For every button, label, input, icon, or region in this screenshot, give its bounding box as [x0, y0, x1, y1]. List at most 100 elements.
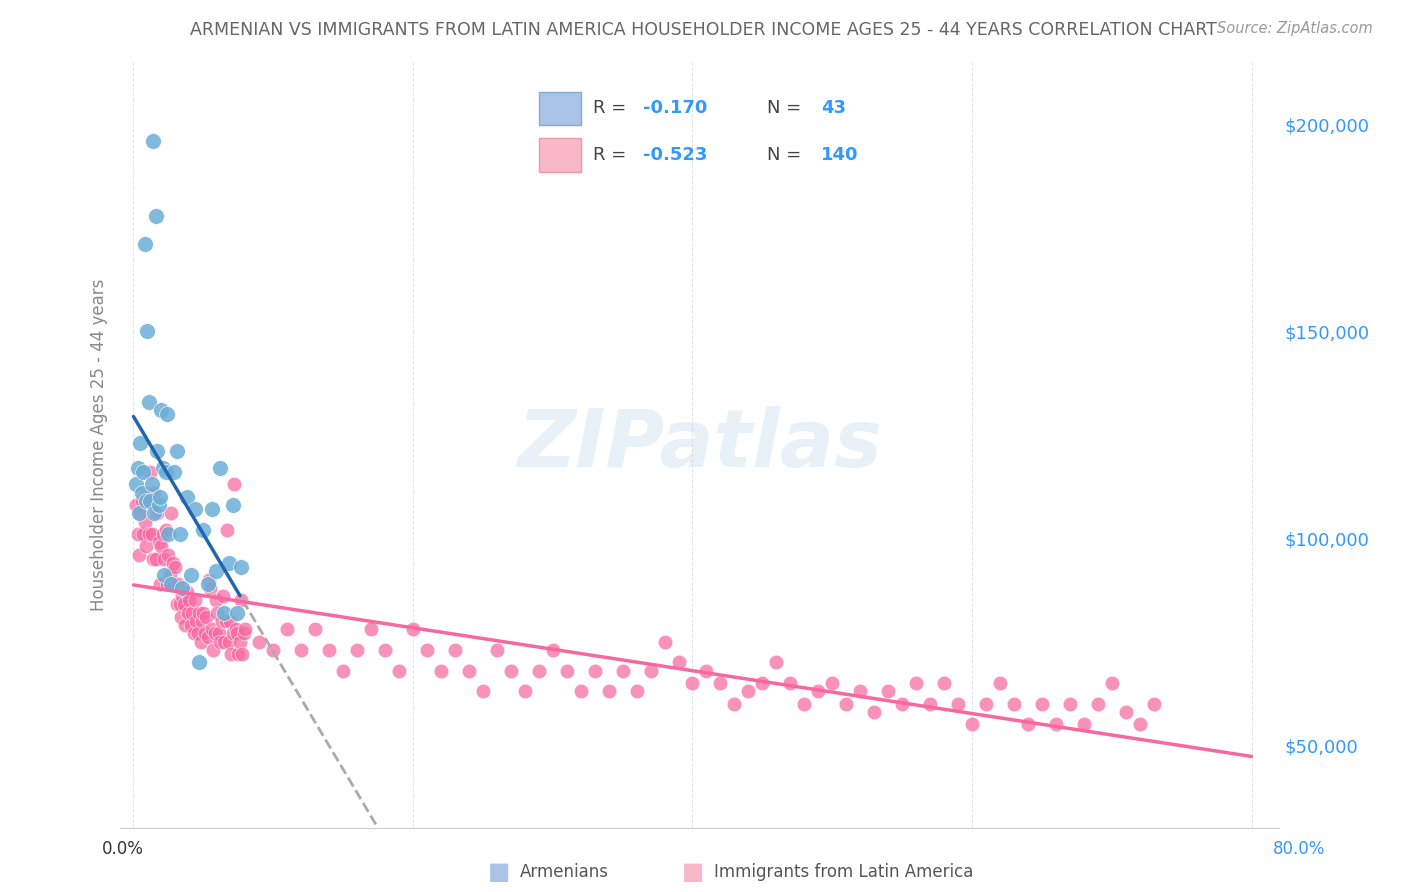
- Point: [131, 494, 153, 508]
- Point: [211, 614, 233, 628]
- Point: [849, 684, 872, 698]
- Point: [835, 697, 858, 711]
- Point: [668, 655, 690, 669]
- Point: [457, 664, 479, 678]
- Point: [177, 606, 200, 620]
- Point: [176, 490, 198, 504]
- Point: [156, 407, 179, 421]
- Text: 43: 43: [821, 100, 846, 118]
- Point: [877, 684, 900, 698]
- Point: [176, 585, 198, 599]
- Point: [905, 676, 928, 690]
- Point: [513, 684, 536, 698]
- Point: [229, 560, 252, 574]
- Point: [1115, 705, 1137, 719]
- Point: [214, 606, 236, 620]
- Point: [157, 548, 180, 562]
- Point: [136, 324, 159, 338]
- Point: [150, 403, 173, 417]
- Point: [159, 568, 181, 582]
- Point: [1059, 697, 1081, 711]
- Text: Armenians: Armenians: [520, 863, 609, 881]
- Point: [224, 477, 246, 491]
- Point: [138, 527, 160, 541]
- Point: [157, 527, 180, 541]
- Point: [214, 634, 236, 648]
- Point: [807, 684, 830, 698]
- Point: [218, 556, 240, 570]
- Text: 140: 140: [821, 145, 859, 163]
- Point: [222, 626, 245, 640]
- Text: -0.170: -0.170: [644, 100, 707, 118]
- Point: [430, 664, 453, 678]
- Point: [142, 552, 165, 566]
- Point: [654, 634, 676, 648]
- Point: [360, 622, 382, 636]
- Point: [162, 556, 184, 570]
- Point: [135, 494, 157, 508]
- Point: [723, 697, 745, 711]
- Point: [184, 502, 207, 516]
- Point: [247, 634, 270, 648]
- Point: [152, 527, 174, 541]
- Point: [527, 664, 550, 678]
- Point: [225, 626, 247, 640]
- Point: [145, 552, 167, 566]
- Point: [128, 548, 150, 562]
- Point: [208, 626, 231, 640]
- Point: [149, 490, 172, 504]
- Bar: [538, 92, 582, 126]
- Point: [125, 498, 148, 512]
- Point: [499, 664, 522, 678]
- Point: [181, 606, 204, 620]
- Point: [737, 684, 759, 698]
- Point: [821, 676, 844, 690]
- Point: [209, 461, 232, 475]
- Point: [131, 485, 153, 500]
- Point: [960, 717, 983, 731]
- Y-axis label: Householder Income Ages 25 - 44 years: Householder Income Ages 25 - 44 years: [90, 279, 108, 611]
- Text: ■: ■: [682, 861, 704, 884]
- Point: [221, 647, 243, 661]
- Text: R =: R =: [593, 145, 631, 163]
- Point: [863, 705, 886, 719]
- Point: [541, 643, 564, 657]
- Point: [139, 465, 162, 479]
- Point: [205, 593, 228, 607]
- Point: [198, 573, 221, 587]
- Point: [207, 606, 229, 620]
- Point: [146, 507, 169, 521]
- Point: [201, 502, 224, 516]
- Point: [184, 593, 207, 607]
- Point: [205, 564, 228, 578]
- Point: [1002, 697, 1025, 711]
- Point: [262, 643, 284, 657]
- Text: ■: ■: [488, 861, 510, 884]
- Point: [183, 626, 205, 640]
- Point: [1073, 717, 1095, 731]
- Point: [1143, 697, 1166, 711]
- Point: [471, 684, 494, 698]
- Point: [200, 581, 222, 595]
- Point: [156, 576, 179, 591]
- Point: [232, 626, 254, 640]
- Point: [485, 643, 508, 657]
- Point: [172, 581, 194, 595]
- Point: [402, 622, 425, 636]
- Point: [153, 568, 176, 582]
- Point: [346, 643, 368, 657]
- Point: [180, 618, 202, 632]
- Point: [160, 507, 183, 521]
- Point: [891, 697, 914, 711]
- Point: [155, 465, 177, 479]
- Point: [170, 609, 193, 624]
- Point: [148, 535, 170, 549]
- Point: [180, 568, 202, 582]
- Point: [141, 477, 163, 491]
- Text: -0.523: -0.523: [644, 145, 707, 163]
- Point: [187, 626, 209, 640]
- Point: [132, 527, 155, 541]
- Point: [128, 507, 150, 521]
- Point: [188, 655, 211, 669]
- Point: [276, 622, 298, 636]
